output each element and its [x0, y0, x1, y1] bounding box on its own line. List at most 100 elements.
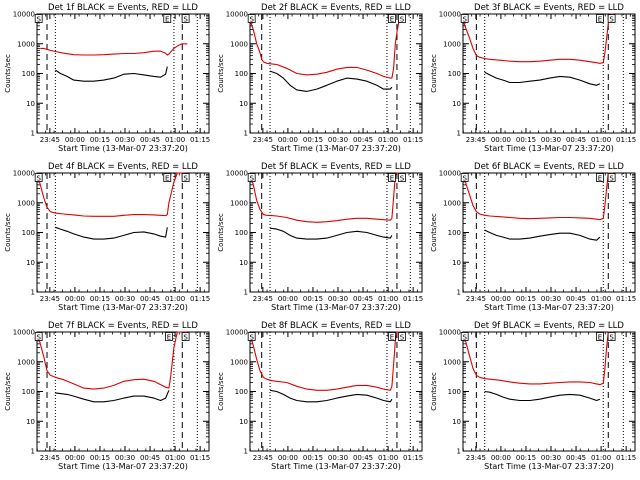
series-lld-line [249, 172, 401, 223]
y-tick-label: 1 [244, 448, 248, 456]
boundary-mark-label: S [400, 16, 405, 24]
axes-frame [36, 172, 210, 293]
y-tick-label: 1000 [230, 199, 248, 207]
series-lld-line [36, 331, 188, 390]
boundary-mark-box [34, 332, 43, 341]
boundary-mark-box [247, 332, 256, 341]
boundary-mark-box [34, 173, 43, 182]
boundary-mark-label: E [390, 175, 394, 183]
series-events-line [484, 229, 601, 241]
boundary-mark-label: S [462, 175, 467, 183]
series-lld-line [462, 172, 614, 221]
x-tick-label: 01:15 [616, 295, 636, 303]
series-events-line [55, 390, 170, 403]
panel-title: Det 9f BLACK = Events, RED = LLD [474, 321, 624, 331]
boundary-mark-label: S [36, 334, 41, 342]
y-tick-label: 1000 [230, 40, 248, 48]
boundary-mark-box [596, 14, 604, 23]
panel-det-3: Det 3f BLACK = Events, RED = LLD 1 10 100 10… [430, 3, 636, 153]
y-tick-label: 10000 [439, 11, 461, 19]
x-tick-label: 23:45 [466, 454, 486, 462]
x-tick-label: 23:45 [253, 454, 273, 462]
y-tick-label: 1 [244, 130, 248, 138]
boundary-mark-label: E [390, 334, 394, 342]
panel-title: Det 1f BLACK = Events, RED = LLD [48, 3, 198, 13]
boundary-mark-label: E [598, 334, 602, 342]
x-tick-label: 00:30 [541, 295, 561, 303]
y-tick-label: 10 [26, 418, 35, 426]
x-tick-label: 01:00 [591, 454, 611, 462]
y-axis-label: Counts/sec [430, 372, 438, 411]
x-tick-label: 00:30 [328, 295, 348, 303]
axes-frame [36, 13, 210, 134]
y-tick-label: 10000 [226, 11, 248, 19]
y-tick-label: 100 [235, 229, 248, 237]
x-tick-label: 00:30 [541, 454, 561, 462]
boundary-mark-label: E [165, 175, 169, 183]
y-tick-label: 1000 [443, 40, 461, 48]
y-tick-label: 100 [448, 229, 461, 237]
x-tick-label: 01:00 [378, 136, 398, 144]
x-tick-label: 23:45 [40, 454, 60, 462]
x-tick-label: 00:15 [516, 454, 536, 462]
series-events-line [55, 226, 168, 240]
x-tick-label: 00:00 [491, 295, 511, 303]
y-tick-label: 100 [22, 388, 35, 396]
boundary-mark-label: E [167, 334, 171, 342]
y-axis-label: Counts/sec [430, 213, 438, 252]
panel-title: Det 8f BLACK = Events, RED = LLD [261, 321, 411, 331]
x-tick-label: 01:00 [591, 295, 611, 303]
y-tick-label: 10 [239, 259, 248, 267]
y-tick-label: 1000 [443, 199, 461, 207]
boundary-mark-box [163, 14, 172, 23]
panel-title: Det 4f BLACK = Events, RED = LLD [48, 162, 198, 172]
y-tick-label: 1 [457, 448, 461, 456]
x-tick-label: 00:00 [491, 136, 511, 144]
boundary-mark-box [181, 14, 190, 23]
series-events-line [55, 66, 168, 82]
series-lld-line [249, 331, 401, 391]
boundary-mark-label: S [609, 175, 614, 183]
boundary-mark-label: E [390, 16, 394, 24]
boundary-mark-label: S [36, 16, 41, 24]
axes-frame [462, 13, 636, 134]
y-tick-label: 10000 [13, 170, 35, 178]
boundary-mark-box [388, 332, 396, 341]
x-tick-label: 01:15 [403, 454, 423, 462]
x-tick-label: 23:45 [40, 136, 60, 144]
series-events-line [484, 390, 601, 402]
x-axis-label: Start Time (13-Mar-07 23:37:20) [58, 144, 188, 153]
x-tick-label: 01:00 [591, 136, 611, 144]
series-lld-line [462, 13, 614, 64]
boundary-mark-box [460, 14, 469, 23]
y-tick-label: 10000 [13, 329, 35, 337]
y-tick-label: 10 [452, 100, 461, 108]
series-lld-line [36, 172, 188, 217]
y-tick-label: 100 [22, 229, 35, 237]
x-axis-label: Start Time (13-Mar-07 23:37:20) [484, 303, 614, 312]
y-axis-label: Counts/sec [217, 54, 225, 93]
y-tick-label: 100 [235, 70, 248, 78]
series-events-line [484, 71, 601, 86]
boundary-mark-box [460, 332, 469, 341]
y-tick-label: 10000 [439, 329, 461, 337]
panel-det-9: Det 9f BLACK = Events, RED = LLD 1 10 100 10… [430, 321, 636, 471]
x-tick-label: 23:45 [40, 295, 60, 303]
x-tick-label: 00:30 [328, 454, 348, 462]
x-tick-label: 00:00 [65, 136, 85, 144]
boundary-mark-box [398, 332, 406, 341]
axes-frame [462, 331, 636, 452]
panel-det-1: Det 1f BLACK = Events, RED = LLD 1 10 100 10… [4, 3, 210, 153]
boundary-mark-box [607, 173, 616, 182]
boundary-mark-box [247, 14, 256, 23]
y-tick-label: 1 [31, 448, 35, 456]
x-tick-label: 00:30 [541, 136, 561, 144]
x-tick-label: 00:30 [328, 136, 348, 144]
x-axis-label: Start Time (13-Mar-07 23:37:20) [58, 462, 188, 471]
x-tick-label: 00:15 [516, 295, 536, 303]
y-tick-label: 1000 [17, 199, 35, 207]
x-tick-label: 01:15 [616, 136, 636, 144]
y-tick-label: 1 [31, 130, 35, 138]
x-tick-label: 00:00 [491, 454, 511, 462]
